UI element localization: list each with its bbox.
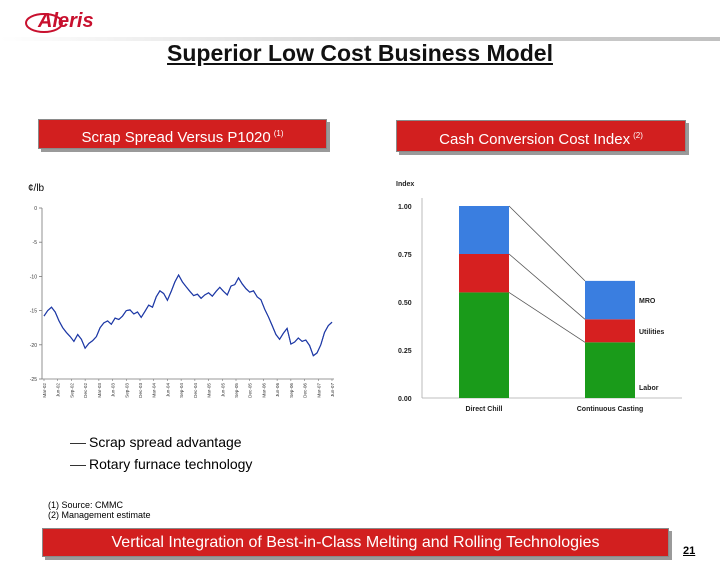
cash-conversion-footnote-ref: (2)	[633, 131, 643, 140]
y-axis-unit-label: ¢/lb	[28, 183, 45, 194]
legend-line-swatch	[70, 442, 86, 444]
legend-label: Rotary furnace technology	[89, 456, 253, 472]
x-tick-label: Sep-05	[234, 383, 239, 398]
x-tick-label: Dec-05	[248, 383, 253, 398]
legend-label: Scrap spread advantage	[89, 434, 242, 450]
stack-connector-line	[508, 292, 586, 343]
y-tick-label: -20	[30, 343, 37, 349]
x-tick-label: Jun-04	[165, 383, 170, 397]
y-tick-label: -5	[33, 240, 38, 246]
x-tick-label: Mar-07	[316, 383, 321, 398]
segment-label: Labor	[639, 385, 659, 392]
x-tick-label: Dec-04	[193, 383, 198, 398]
y-tick-label: 1.00	[398, 204, 412, 211]
y-tick-label: -25	[30, 377, 37, 383]
y-tick-label: 0.25	[398, 348, 412, 355]
x-tick-label: Dec-02	[83, 383, 88, 398]
x-tick-label: Jun-07	[330, 383, 335, 397]
x-tick-label: Jun-03	[111, 383, 116, 397]
x-tick-label: Mar-03	[97, 383, 102, 398]
x-tick-label: Dec-03	[138, 383, 143, 398]
bar-utilities-1	[459, 254, 509, 293]
cash-conversion-bar-chart: Index 1.00 0.75 0.50 0.25 0.00 Direct Chill Con…	[396, 181, 682, 413]
y-tick-label: 0.75	[398, 252, 412, 259]
y-tick-label: 0.50	[398, 300, 412, 307]
legend-item-scrap-spread: Scrap spread advantage	[70, 434, 242, 450]
data-series-line-1	[43, 273, 333, 357]
x-tick-label: Mar-05	[207, 383, 212, 398]
bar-labor-1	[459, 292, 509, 398]
y-tick-label: -15	[30, 309, 37, 315]
slide-title: Superior Low Cost Business Model	[167, 40, 553, 66]
y-tick-label: -10	[30, 274, 37, 280]
aleris-logo: Aleris	[38, 10, 94, 32]
data-series-line-2	[43, 273, 333, 357]
header-divider	[0, 37, 720, 41]
footnote-1: (1) Source: CMMC	[48, 500, 124, 510]
x-tick-label: Sep-02	[69, 383, 74, 398]
bar-mro-1	[459, 206, 509, 254]
x-tick-label: Jun-05	[220, 383, 225, 397]
footer-banner: Vertical Integration of Best-in-Class Me…	[42, 528, 669, 557]
bar-mro-2	[585, 280, 635, 320]
bar-utilities-2	[585, 319, 635, 343]
x-tick-label: Mar-06	[261, 383, 266, 398]
y-tick-label: 0	[34, 206, 37, 212]
page-number: 21	[683, 545, 696, 557]
stack-connector-line	[508, 253, 586, 320]
segment-label: MRO	[639, 298, 656, 305]
cash-conversion-title-box: Cash Conversion Cost Index (2)	[396, 120, 686, 152]
x-tick-label: Mar-04	[152, 383, 157, 398]
legend-item-rotary-furnace: Rotary furnace technology	[70, 456, 252, 472]
x-tick-label: Sep-03	[124, 383, 129, 398]
x-tick-label: Sep-06	[289, 383, 294, 398]
cash-conversion-title: Cash Conversion Cost Index	[439, 131, 631, 148]
x-tick-label: Jun-02	[56, 383, 61, 397]
x-tick-label: Mar-02	[42, 383, 47, 398]
x-tick-label: Sep-04	[179, 383, 184, 398]
scrap-spread-title-box: Scrap Spread Versus P1020 (1)	[38, 119, 327, 149]
x-category-label: Continuous Casting	[577, 406, 644, 413]
x-tick-label: Dec-06	[303, 383, 308, 398]
legend-line-swatch	[70, 464, 86, 466]
y-tick-label: 0.00	[398, 396, 412, 403]
x-category-label: Direct Chill	[466, 406, 503, 413]
scrap-spread-footnote-ref: (1)	[273, 129, 284, 138]
stack-connector-line	[508, 205, 586, 282]
footnote-2: (2) Management estimate	[48, 510, 151, 520]
aleris-logo-mark	[25, 13, 63, 33]
y-axis-title: Index	[396, 181, 414, 188]
bar-labor-2	[585, 342, 635, 398]
segment-label: Utilities	[639, 329, 664, 336]
x-tick-label: Jun-06	[275, 383, 280, 397]
scrap-spread-line-chart: 0 -5 -10 -15 -20 -25 Mar-02 Jun-02 Sep-02 Dec-02 M…	[30, 206, 335, 398]
scrap-spread-title: Scrap Spread Versus P1020	[81, 129, 271, 146]
